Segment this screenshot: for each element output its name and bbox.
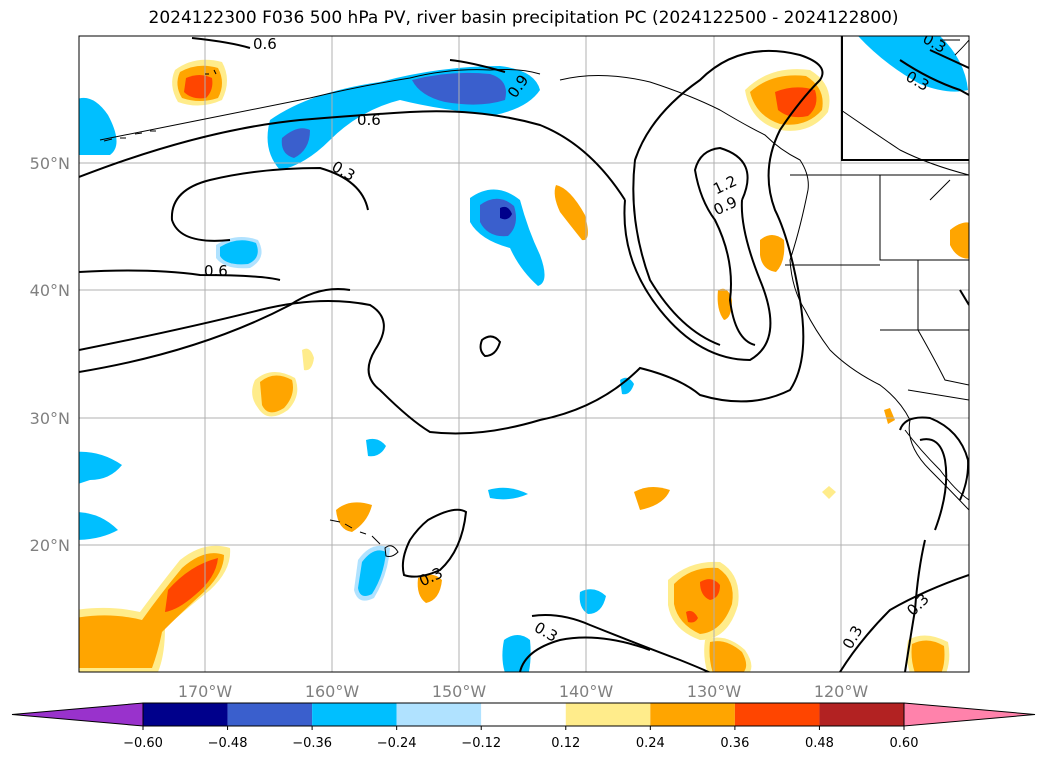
lon-tick-label: 150°W bbox=[432, 682, 487, 701]
colorbar-tick-label: 0.12 bbox=[551, 736, 580, 751]
colorbar-bin bbox=[481, 703, 566, 726]
map-border bbox=[78, 35, 970, 673]
colorbar-bin bbox=[396, 703, 482, 726]
pv-contours bbox=[79, 36, 969, 672]
colorbar-tick-label: −0.24 bbox=[377, 736, 417, 751]
lat-tick-label: 50°N bbox=[30, 154, 70, 173]
graticule bbox=[79, 36, 969, 672]
contour-label: 0.6 bbox=[357, 111, 381, 129]
colorbar-tick-label: −0.36 bbox=[292, 736, 332, 751]
lon-tick-label: 120°W bbox=[814, 682, 869, 701]
lon-tick-label: 140°W bbox=[559, 682, 614, 701]
colorbar-outline bbox=[142, 702, 905, 727]
colorbar: −0.60 −0.48 −0.36 −0.24 −0.12 0.12 0.24 0.36 0.4… bbox=[11, 702, 1036, 751]
colorbar-extend-low bbox=[11, 702, 144, 727]
colorbar-bin bbox=[565, 703, 651, 726]
colorbar-tick-label: −0.12 bbox=[461, 736, 501, 751]
colorbar-extend-high bbox=[903, 702, 1036, 727]
colorbar-tick-label: 0.48 bbox=[805, 736, 834, 751]
colorbar-tick-label: 0.36 bbox=[720, 736, 749, 751]
lon-tick-label: 160°W bbox=[305, 682, 360, 701]
lat-tick-label: 40°N bbox=[30, 281, 70, 300]
colorbar-tick-label: −0.60 bbox=[123, 736, 163, 751]
colorbar-bin bbox=[312, 703, 397, 726]
lon-tick-label: 170°W bbox=[178, 682, 233, 701]
contour-label: 0.6 bbox=[204, 262, 228, 280]
colorbar-tick-label: 0.24 bbox=[636, 736, 665, 751]
colorbar-bin bbox=[734, 703, 820, 726]
contour-label: 0.6 bbox=[253, 35, 277, 53]
colorbar-bin bbox=[819, 703, 904, 726]
coastlines bbox=[99, 39, 969, 557]
plot-title: 2024122300 F036 500 hPa PV, river basin … bbox=[148, 8, 899, 28]
colorbar-tick-label: −0.48 bbox=[208, 736, 248, 751]
lat-tick-label: 30°N bbox=[30, 409, 70, 428]
longitude-axis: 170°W 160°W 150°W 140°W 130°W 120°W bbox=[178, 682, 869, 701]
colorbar-bin bbox=[650, 703, 735, 726]
lat-tick-label: 20°N bbox=[30, 536, 70, 555]
colorbar-bin bbox=[227, 703, 313, 726]
colorbar-tick-label: 0.60 bbox=[890, 736, 919, 751]
latitude-axis: 50°N 40°N 30°N 20°N bbox=[30, 154, 70, 555]
colorbar-bin bbox=[143, 703, 228, 726]
lon-tick-label: 130°W bbox=[687, 682, 742, 701]
positive-precip-anomalies bbox=[79, 59, 969, 672]
